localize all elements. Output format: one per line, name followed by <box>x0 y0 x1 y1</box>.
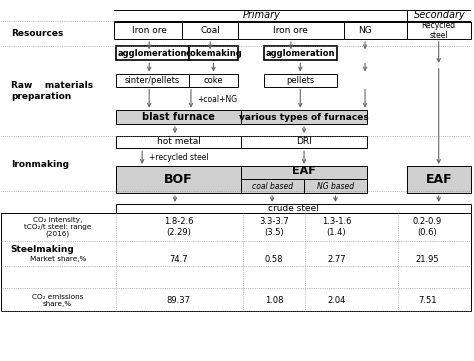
Text: 21.95: 21.95 <box>415 255 439 264</box>
Bar <box>1 213 471 311</box>
Text: 1.08: 1.08 <box>265 296 283 305</box>
Text: 7.51: 7.51 <box>418 296 437 305</box>
Text: DRI: DRI <box>296 138 312 147</box>
Text: Secondary: Secondary <box>414 10 466 20</box>
Text: 1.8-2.6
(2.29): 1.8-2.6 (2.29) <box>164 217 193 237</box>
Text: +recycled steel: +recycled steel <box>149 153 209 162</box>
Text: agglomeration: agglomeration <box>266 49 335 58</box>
Bar <box>407 22 471 39</box>
FancyBboxPatch shape <box>189 74 238 87</box>
FancyBboxPatch shape <box>264 46 337 61</box>
FancyBboxPatch shape <box>241 166 367 193</box>
Text: EAF: EAF <box>292 166 316 176</box>
Text: sinter/pellets: sinter/pellets <box>125 76 180 85</box>
FancyBboxPatch shape <box>241 136 367 148</box>
FancyBboxPatch shape <box>116 74 189 87</box>
Text: CO₂ intensity,
tCO₂/t steel: range
(2016): CO₂ intensity, tCO₂/t steel: range (2016… <box>24 217 91 237</box>
Text: 74.7: 74.7 <box>169 255 188 264</box>
Text: coal based: coal based <box>252 182 292 191</box>
Text: +coal+NG: +coal+NG <box>198 95 237 104</box>
Text: 2.77: 2.77 <box>327 255 346 264</box>
Text: Primary: Primary <box>243 10 281 20</box>
Text: NG based: NG based <box>317 182 354 191</box>
Text: 1.3-1.6
(1.4): 1.3-1.6 (1.4) <box>322 217 351 237</box>
FancyBboxPatch shape <box>116 166 241 193</box>
Text: Steelmaking: Steelmaking <box>11 245 74 254</box>
Text: NG: NG <box>358 26 372 35</box>
Text: BOF: BOF <box>164 173 193 186</box>
Text: Iron ore: Iron ore <box>132 26 167 35</box>
Text: 89.37: 89.37 <box>166 296 191 305</box>
Text: 2.04: 2.04 <box>327 296 346 305</box>
Bar <box>114 22 407 39</box>
Text: coke: coke <box>204 76 224 85</box>
FancyBboxPatch shape <box>116 110 241 124</box>
Text: 3.3-3.7
(3.5): 3.3-3.7 (3.5) <box>259 217 289 237</box>
Text: Coal: Coal <box>200 26 220 35</box>
Text: 0.2-0.9
(0.6): 0.2-0.9 (0.6) <box>412 217 442 237</box>
Text: cokemaking: cokemaking <box>185 49 242 58</box>
FancyBboxPatch shape <box>116 46 189 61</box>
Text: crude steel: crude steel <box>268 204 319 213</box>
Text: Recycled
steel: Recycled steel <box>422 21 456 40</box>
FancyBboxPatch shape <box>407 166 471 193</box>
Text: Iron ore: Iron ore <box>273 26 309 35</box>
Text: Resources: Resources <box>11 29 63 38</box>
FancyBboxPatch shape <box>189 46 238 61</box>
FancyBboxPatch shape <box>264 74 337 87</box>
Text: various types of furnaces: various types of furnaces <box>239 113 369 122</box>
FancyBboxPatch shape <box>116 204 471 213</box>
Text: agglomeration: agglomeration <box>118 49 187 58</box>
Text: EAF: EAF <box>426 173 452 186</box>
Text: Raw    materials
preparation: Raw materials preparation <box>11 81 93 101</box>
Text: Market share,%: Market share,% <box>29 256 86 262</box>
FancyBboxPatch shape <box>241 110 367 124</box>
Text: pellets: pellets <box>286 76 315 85</box>
Text: hot metal: hot metal <box>156 138 201 147</box>
Text: 0.58: 0.58 <box>265 255 283 264</box>
Text: blast furnace: blast furnace <box>142 112 215 122</box>
Text: Ironmaking: Ironmaking <box>11 160 69 169</box>
FancyBboxPatch shape <box>116 136 241 148</box>
Text: CO₂ emissions
share,%: CO₂ emissions share,% <box>32 294 83 307</box>
